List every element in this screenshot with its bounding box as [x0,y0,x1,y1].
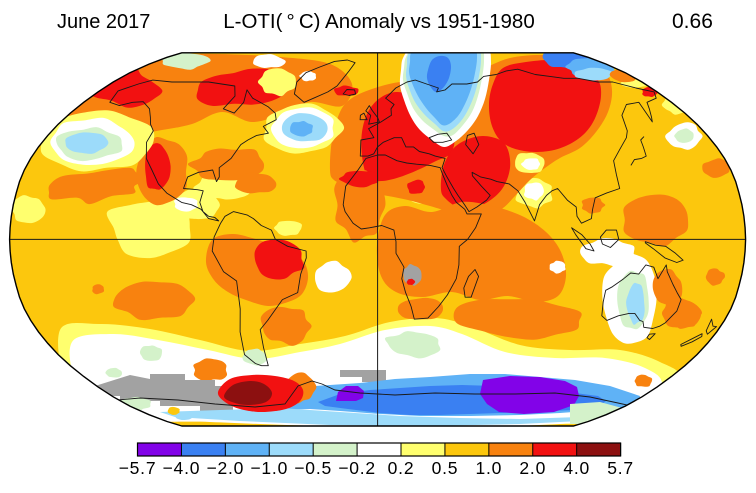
svg-text:−0.2: −0.2 [338,458,376,478]
svg-text:−1.0: −1.0 [250,458,288,478]
svg-text:−5.7: −5.7 [119,458,157,478]
svg-text:4.0: 4.0 [563,458,590,478]
svg-text:−0.5: −0.5 [294,458,332,478]
svg-text:0.2: 0.2 [388,458,415,478]
svg-text:1.0: 1.0 [475,458,502,478]
svg-text:−4.0: −4.0 [163,458,201,478]
svg-text:0.5: 0.5 [432,458,459,478]
svg-text:5.7: 5.7 [607,458,634,478]
svg-text:June 2017: June 2017 [57,11,150,33]
svg-text:L-OTI( ° C) Anomaly vs 1951-19: L-OTI( ° C) Anomaly vs 1951-1980 [223,10,535,33]
svg-text:2.0: 2.0 [519,458,546,478]
svg-text:−2.0: −2.0 [206,458,244,478]
svg-text:0.66: 0.66 [672,10,713,33]
